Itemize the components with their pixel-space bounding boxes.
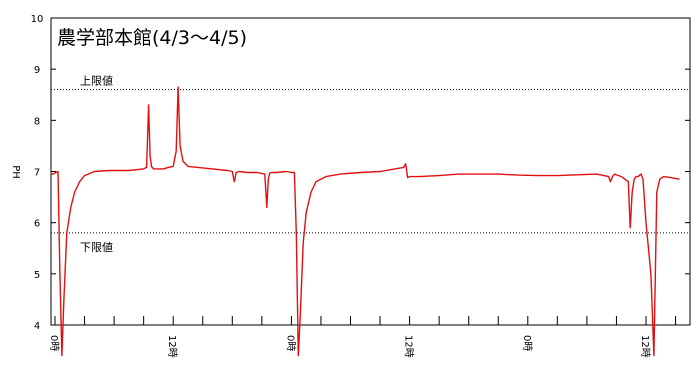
reference-line-label: 下限値 <box>80 241 113 254</box>
y-tick-label: 6 <box>34 219 40 230</box>
x-tick-label: 0時 <box>284 335 296 351</box>
x-tick-label: 0時 <box>521 335 533 351</box>
x-tick-label: 12時 <box>639 335 651 358</box>
y-tick-label: 8 <box>34 116 40 127</box>
y-tick-label: 5 <box>34 270 40 281</box>
y-tick-label: 4 <box>34 321 40 332</box>
x-tick-label: 12時 <box>403 335 415 358</box>
y-axis-label: PH <box>10 165 21 179</box>
x-tick-label: 0時 <box>48 335 60 351</box>
ph-series-line <box>51 86 680 357</box>
chart-title: 農学部本館(4/3〜4/5) <box>57 27 247 49</box>
y-tick-label: 9 <box>34 65 40 76</box>
x-axis: 0時 12時 0時 12時 0時 12時 <box>48 316 677 358</box>
reference-line-label: 上限値 <box>80 75 113 88</box>
y-tick-label: 10 <box>31 14 44 25</box>
x-tick-label: 12時 <box>166 335 178 358</box>
series-group <box>51 86 680 357</box>
y-tick-label: 7 <box>34 168 40 179</box>
